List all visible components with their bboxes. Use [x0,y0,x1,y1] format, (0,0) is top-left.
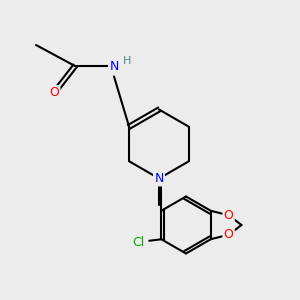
Text: N: N [109,59,119,73]
Text: O: O [49,86,59,100]
Text: O: O [49,86,59,100]
Text: O: O [224,209,233,222]
Text: H: H [122,56,131,66]
Text: H: H [123,55,132,65]
Text: N: N [154,172,164,185]
Text: N: N [109,59,119,73]
Text: N: N [154,172,164,185]
Text: Cl: Cl [133,236,145,249]
Text: O: O [224,228,233,241]
